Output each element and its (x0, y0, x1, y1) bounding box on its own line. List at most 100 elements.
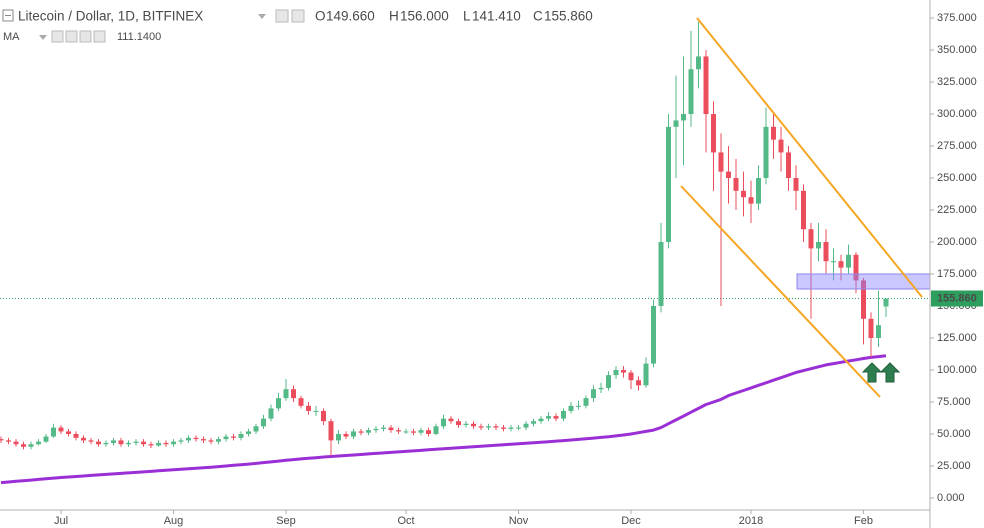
channel-lower (680, 185, 881, 398)
candle-body (456, 421, 461, 426)
eye-icon[interactable] (51, 30, 64, 43)
candle-body (36, 441, 41, 445)
candle-body (733, 178, 739, 191)
candle-body (718, 152, 724, 172)
candle-body (508, 427, 514, 429)
x-tick-label: Oct (397, 515, 414, 527)
indicator-name: MA (3, 31, 20, 43)
candle-body (43, 436, 49, 442)
candle-body (501, 427, 506, 429)
y-tick-label: 125.000 (937, 332, 977, 344)
more-icon[interactable] (93, 30, 106, 43)
x-tick-label: Nov (509, 515, 529, 527)
y-tick-label: 350.000 (937, 44, 977, 56)
candle-body (741, 190, 746, 198)
candle-body (486, 426, 491, 428)
candle-body (613, 369, 619, 376)
candle-body (801, 190, 806, 230)
candle-body (883, 298, 889, 307)
candle-body (246, 431, 251, 434)
candle-body (201, 439, 206, 441)
x-tick-label: 2018 (739, 515, 763, 527)
last-price-label: 155.860 (937, 292, 977, 304)
candle-body (531, 421, 536, 424)
dropdown-icon[interactable] (258, 14, 266, 19)
candle-body (238, 433, 244, 438)
candle-body (126, 442, 131, 445)
candle-body (313, 410, 319, 412)
candle-body (411, 431, 416, 433)
candle-body (471, 423, 476, 427)
header: Litecoin / Dollar, 1D, BITFINEX O 149.660… (2, 9, 593, 43)
candle-body (328, 421, 334, 441)
ohlc-value: 156.000 (400, 9, 449, 24)
candle-body (636, 380, 641, 386)
candle-body (261, 418, 266, 427)
candle-body (726, 171, 731, 179)
candle-body (118, 440, 124, 445)
candle-body (178, 440, 184, 442)
candle-body (396, 430, 401, 432)
candle-body (778, 139, 784, 153)
candle-body (771, 126, 776, 140)
candle-body (523, 423, 529, 428)
chart-title: Litecoin / Dollar, 1D, BITFINEX (18, 9, 203, 24)
candle-body (448, 418, 454, 422)
candle-body (748, 197, 754, 204)
candle-body (373, 428, 379, 431)
candle-body (696, 56, 701, 70)
y-tick-label: 200.000 (937, 236, 977, 248)
candle-body (163, 442, 169, 445)
candle-body (598, 387, 604, 390)
candle-body (336, 433, 341, 441)
candle-body (6, 440, 11, 442)
settings-icon[interactable] (65, 30, 78, 43)
eye-icon[interactable] (275, 9, 289, 23)
candle-body (388, 427, 394, 431)
ohlc-key: H (389, 9, 399, 24)
candle-body (321, 410, 326, 422)
candle-body (538, 418, 544, 422)
candle-body (681, 114, 686, 121)
candle-body (343, 433, 349, 437)
candle-body (283, 389, 289, 399)
candle-body (28, 444, 34, 447)
candle-body (868, 318, 874, 338)
candle-body (853, 254, 859, 281)
candle-body (133, 441, 139, 443)
candle-body (606, 375, 611, 388)
candle-body (276, 398, 281, 409)
collapse-icon[interactable] (2, 9, 14, 22)
candle-body (846, 254, 851, 268)
candle-body (208, 440, 214, 442)
dropdown-icon[interactable] (39, 35, 47, 40)
candle-body (786, 152, 791, 179)
candle-body (216, 439, 221, 442)
candle-body (643, 363, 649, 386)
candle-body (651, 306, 656, 364)
candle-body (763, 126, 769, 179)
candle-body (816, 242, 821, 249)
y-tick-label: 250.000 (937, 172, 977, 184)
candle-body (553, 416, 559, 419)
settings-icon[interactable] (291, 9, 305, 23)
y-tick-label: 50.000 (937, 428, 971, 440)
candle-body (658, 242, 664, 306)
candle-body (861, 280, 866, 319)
ohlc-value: 141.410 (472, 9, 521, 24)
candle-body (433, 426, 439, 434)
candle-body (13, 441, 19, 445)
remove-icon[interactable] (79, 30, 92, 43)
indicator-value: 111.1400 (117, 31, 161, 43)
ma-line (0, 354, 887, 485)
x-tick-label: Sep (276, 515, 296, 527)
candle-body (21, 444, 26, 447)
candle-body (268, 408, 274, 419)
candle-body (351, 431, 356, 437)
channel-upper (696, 17, 923, 298)
candle-body (463, 423, 469, 426)
y-tick-label: 175.000 (937, 268, 977, 280)
candle-body (576, 405, 581, 407)
candle-body (418, 430, 424, 433)
candle-body (823, 242, 829, 262)
